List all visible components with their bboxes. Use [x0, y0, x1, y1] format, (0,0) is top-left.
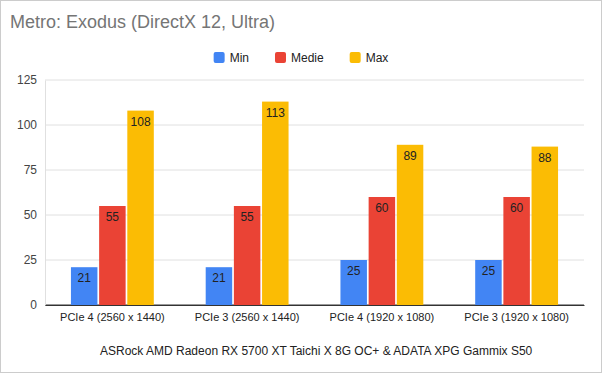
- bar: [369, 197, 395, 305]
- legend-label: Min: [230, 51, 249, 65]
- grid-line: [45, 170, 584, 171]
- tick: 100: [17, 118, 45, 132]
- bar: [475, 260, 501, 305]
- legend-swatch: [214, 52, 225, 63]
- x-axis-title: ASRock AMD Radeon RX 5700 XT Taichi X 8G…: [100, 344, 533, 358]
- legend-swatch: [275, 52, 286, 63]
- bars: [71, 102, 558, 305]
- tick: PCIe 4 (2560 x 1440): [60, 311, 165, 323]
- chart: Metro: Exodus (DirectX 12, Ultra) 0 25 50 75…: [0, 0, 602, 373]
- legend-item: Max: [350, 51, 389, 65]
- title: Metro: Exodus (DirectX 12, Ultra): [10, 12, 275, 32]
- tick-label: 100: [17, 118, 37, 132]
- tick-label: 75: [24, 163, 38, 177]
- grid-line: [45, 215, 584, 216]
- axis-line: [45, 81, 46, 306]
- data-label: 55: [106, 210, 120, 224]
- tick-label: PCIe 4 (1920 x 1080): [330, 311, 435, 323]
- bar: [234, 206, 260, 305]
- bar: [206, 267, 232, 305]
- tick: PCIe 3 (1920 x 1080): [464, 311, 569, 323]
- grid-line: [45, 80, 584, 81]
- data-label: 108: [131, 115, 151, 129]
- grid: [45, 80, 584, 305]
- bar: [503, 197, 529, 305]
- axis-line: [46, 305, 585, 306]
- bar: [340, 260, 366, 305]
- x-axis: PCIe 4 (2560 x 1440) PCIe 3 (2560 x 1440)…: [46, 306, 585, 323]
- grid-line: [45, 125, 584, 126]
- data-labels: 21 21 25 25 55 55 60 60 108 113 89 88: [78, 106, 552, 286]
- tick: PCIe 4 (1920 x 1080): [330, 311, 435, 323]
- tick-label: 125: [17, 73, 37, 87]
- data-label: 113: [266, 106, 285, 120]
- legend: Min Medie Max: [214, 51, 389, 65]
- tick: 0: [30, 298, 45, 312]
- tick-label: PCIe 3 (1920 x 1080): [464, 311, 569, 323]
- tick-label: PCIe 3 (2560 x 1440): [195, 311, 300, 323]
- bar: [532, 147, 558, 305]
- y-axis: 0 25 50 75 100 125: [17, 73, 46, 312]
- legend-label: Medie: [291, 51, 324, 65]
- bar: [99, 206, 125, 305]
- data-label: 25: [482, 264, 496, 278]
- tick: 50: [24, 208, 45, 222]
- tick: 75: [24, 163, 45, 177]
- data-label: 60: [510, 201, 524, 215]
- grid-line: [45, 305, 584, 306]
- tick: PCIe 3 (2560 x 1440): [195, 311, 300, 323]
- bar: [127, 111, 153, 305]
- plot: 0 25 50 75 100 125 PCIe 4 (2560 x 1440) PCIe 3 …: [17, 73, 585, 322]
- data-label: 88: [538, 151, 552, 165]
- tick-label: 0: [30, 298, 37, 312]
- legend-swatch: [350, 52, 361, 63]
- data-label: 21: [78, 271, 92, 285]
- data-label: 25: [347, 264, 361, 278]
- grid-line: [45, 260, 584, 261]
- legend-label: Max: [366, 51, 389, 65]
- tick-label: 50: [24, 208, 38, 222]
- tick-label: 25: [24, 253, 38, 267]
- data-label: 21: [212, 271, 226, 285]
- tick: 25: [24, 253, 45, 267]
- data-label: 89: [403, 149, 417, 163]
- bar: [397, 145, 423, 305]
- data-label: 55: [240, 210, 254, 224]
- data-label: 60: [375, 201, 389, 215]
- bar: [262, 102, 288, 305]
- legend-item: Min: [214, 51, 249, 65]
- legend-item: Medie: [275, 51, 324, 65]
- background: [1, 1, 602, 373]
- tick-label: PCIe 4 (2560 x 1440): [60, 311, 165, 323]
- tick: 125: [17, 73, 45, 87]
- bar: [71, 267, 97, 305]
